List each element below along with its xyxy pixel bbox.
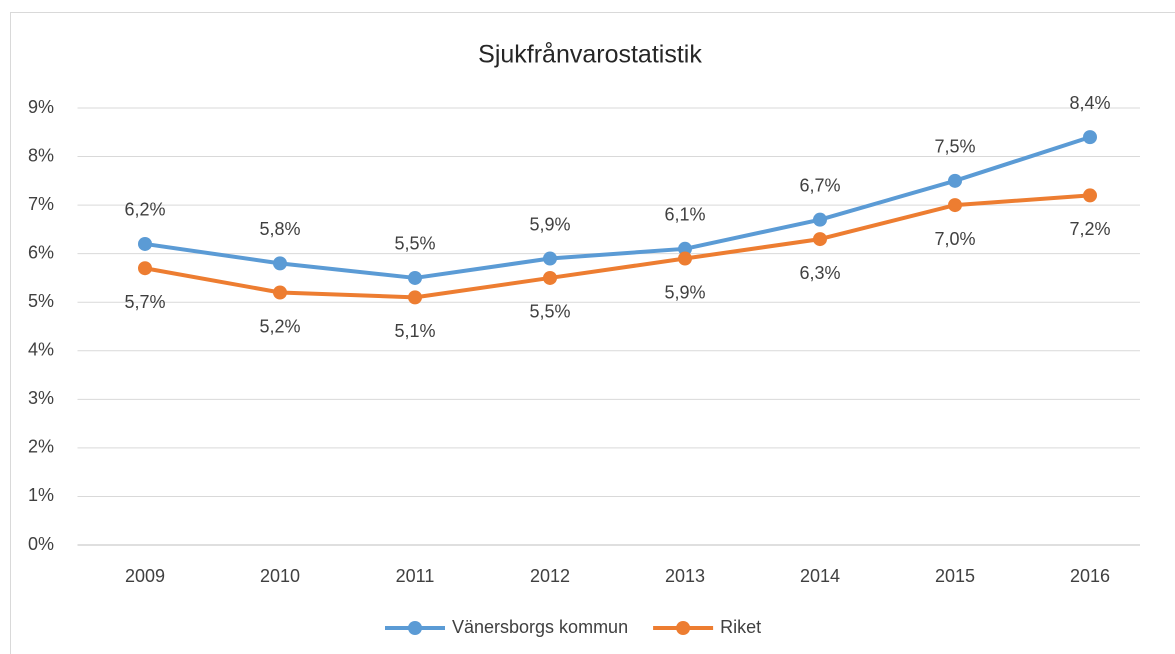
data-point xyxy=(1083,130,1097,145)
data-label: 5,7% xyxy=(124,292,165,312)
data-label: 6,3% xyxy=(799,263,840,283)
y-tick-label: 4% xyxy=(28,340,54,360)
data-point xyxy=(138,236,152,251)
x-tick-label: 2009 xyxy=(125,566,165,586)
data-point xyxy=(543,251,557,266)
y-tick-label: 8% xyxy=(28,145,54,165)
data-point xyxy=(273,256,287,271)
data-label: 7,2% xyxy=(1069,219,1110,239)
y-tick-label: 3% xyxy=(28,388,54,408)
chart-border xyxy=(10,12,1175,654)
data-label: 5,5% xyxy=(529,302,570,322)
y-tick-label: 9% xyxy=(28,97,54,117)
x-tick-label: 2012 xyxy=(530,566,570,586)
data-label: 7,0% xyxy=(934,229,975,249)
data-label: 6,1% xyxy=(664,205,705,225)
y-tick-label: 7% xyxy=(28,194,54,214)
data-label: 5,9% xyxy=(664,282,705,302)
x-tick-label: 2010 xyxy=(260,566,300,586)
y-tick-label: 6% xyxy=(28,242,54,262)
x-tick-label: 2015 xyxy=(935,566,975,586)
data-point xyxy=(948,173,962,188)
y-tick-label: 0% xyxy=(28,534,54,554)
x-tick-label: 2011 xyxy=(396,566,435,586)
data-point xyxy=(543,270,557,285)
data-label: 5,5% xyxy=(394,234,435,254)
data-point xyxy=(813,212,827,227)
data-point xyxy=(138,261,152,276)
data-label: 6,7% xyxy=(799,175,840,195)
series-line xyxy=(144,135,1091,280)
data-point xyxy=(948,198,962,213)
chart-title: Sjukfrånvarostatistik xyxy=(478,41,702,69)
data-label: 5,1% xyxy=(394,321,435,341)
data-point xyxy=(678,251,692,266)
y-tick-label: 5% xyxy=(28,291,54,311)
y-tick-label: 1% xyxy=(28,485,54,505)
data-point xyxy=(408,270,422,285)
data-label: 6,2% xyxy=(124,200,165,220)
legend-label: Vänersborgs kommun xyxy=(452,617,628,637)
data-label: 5,2% xyxy=(259,316,300,336)
legend-marker xyxy=(408,621,422,635)
data-point xyxy=(408,290,422,305)
legend-label: Riket xyxy=(720,617,761,637)
x-tick-label: 2016 xyxy=(1070,566,1110,586)
data-point xyxy=(813,232,827,247)
data-label: 5,9% xyxy=(529,214,570,234)
data-label: 7,5% xyxy=(934,137,975,157)
data-point xyxy=(678,241,692,256)
x-tick-label: 2013 xyxy=(665,566,705,586)
data-label: 5,8% xyxy=(259,219,300,239)
legend-marker xyxy=(676,621,691,635)
y-tick-label: 2% xyxy=(28,437,54,457)
data-label: 8,4% xyxy=(1069,93,1110,113)
series-line xyxy=(144,193,1091,300)
data-point xyxy=(1083,188,1097,203)
data-point xyxy=(273,285,287,300)
x-tick-label: 2014 xyxy=(800,566,840,586)
